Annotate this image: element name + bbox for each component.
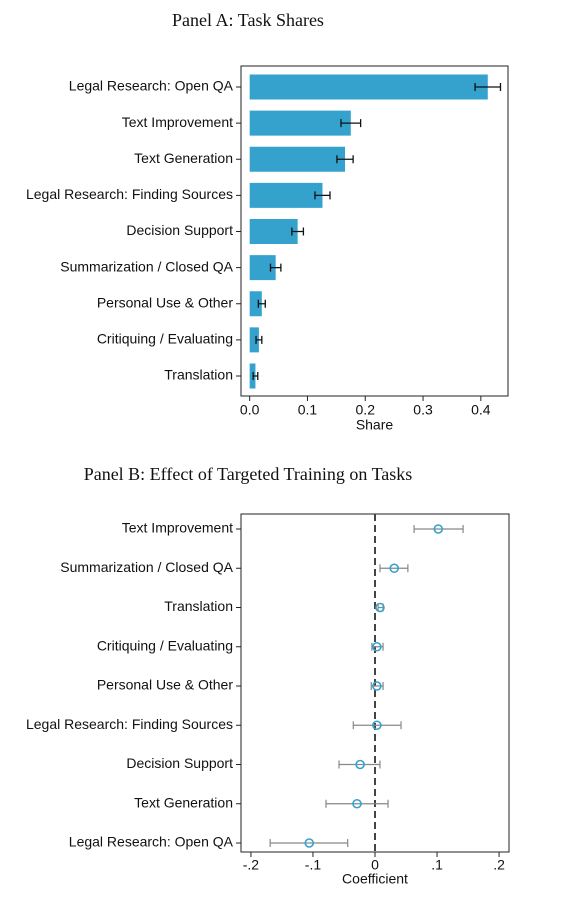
bar [249, 219, 298, 244]
error-bar [257, 299, 266, 308]
panel-b-title: Panel B: Effect of Targeted Training on … [84, 464, 413, 484]
y-tick-label: Decision Support [126, 755, 233, 771]
x-axis-label: Coefficient [342, 871, 408, 887]
y-tick-label: Translation [164, 367, 233, 383]
y-tick-label: Text Improvement [122, 520, 233, 536]
y-tick-label: Personal Use & Other [97, 294, 234, 310]
confidence-interval [352, 721, 402, 730]
bar [249, 327, 259, 353]
y-tick-label: Personal Use & Other [97, 677, 234, 693]
point-estimate [375, 602, 385, 613]
y-tick-label: Legal Research: Open QA [69, 834, 234, 850]
error-bar [314, 191, 331, 200]
x-tick-label: .1 [431, 857, 443, 873]
x-tick-label: 0 [371, 857, 379, 873]
confidence-interval [338, 760, 381, 769]
x-tick-label: -.2 [243, 857, 260, 873]
confidence-interval [269, 839, 349, 847]
error-bar [340, 119, 362, 128]
x-tick-label: 0.4 [471, 402, 491, 418]
point-estimate [372, 641, 382, 652]
x-tick-label: 0.0 [240, 402, 260, 418]
x-tick-label: 0.3 [413, 402, 433, 418]
y-tick-label: Summarization / Closed QA [60, 258, 233, 274]
y-tick-label: Text Generation [134, 794, 233, 810]
bar [249, 182, 323, 208]
x-tick-label: 0.2 [356, 402, 376, 418]
error-bar [291, 227, 305, 236]
point-estimate [304, 838, 315, 848]
y-tick-label: Critiquing / Evaluating [97, 637, 233, 653]
bar [249, 74, 488, 100]
confidence-interval [379, 564, 409, 573]
y-tick-label: Decision Support [126, 222, 233, 238]
error-bar [336, 155, 354, 164]
bar [249, 146, 346, 172]
x-axis-label: Share [356, 417, 394, 433]
point-estimate [372, 720, 382, 731]
error-bar [255, 335, 263, 344]
y-tick-label: Critiquing / Evaluating [97, 331, 233, 347]
point-estimate [433, 524, 444, 534]
y-tick-label: Legal Research: Finding Sources [26, 186, 233, 202]
y-tick-label: Legal Research: Finding Sources [26, 716, 233, 732]
error-bar [269, 263, 282, 272]
y-tick-label: Translation [164, 598, 233, 614]
panel-a-title: Panel A: Task Shares [172, 10, 324, 30]
bar [249, 110, 351, 136]
confidence-interval [325, 799, 389, 808]
error-bar [474, 83, 502, 91]
y-tick-label: Summarization / Closed QA [60, 559, 233, 575]
x-tick-label: 0.1 [298, 402, 318, 418]
x-tick-label: .2 [493, 857, 505, 873]
y-tick-label: Legal Research: Open QA [69, 78, 234, 94]
point-estimate [355, 759, 365, 770]
error-bar [252, 372, 259, 380]
bar [249, 291, 262, 317]
x-tick-label: -.1 [305, 857, 322, 873]
point-estimate [389, 563, 400, 574]
confidence-interval [413, 525, 464, 533]
y-tick-label: Text Generation [134, 150, 233, 166]
point-estimate [372, 681, 382, 691]
point-estimate [352, 798, 362, 809]
y-tick-label: Text Improvement [122, 114, 233, 130]
